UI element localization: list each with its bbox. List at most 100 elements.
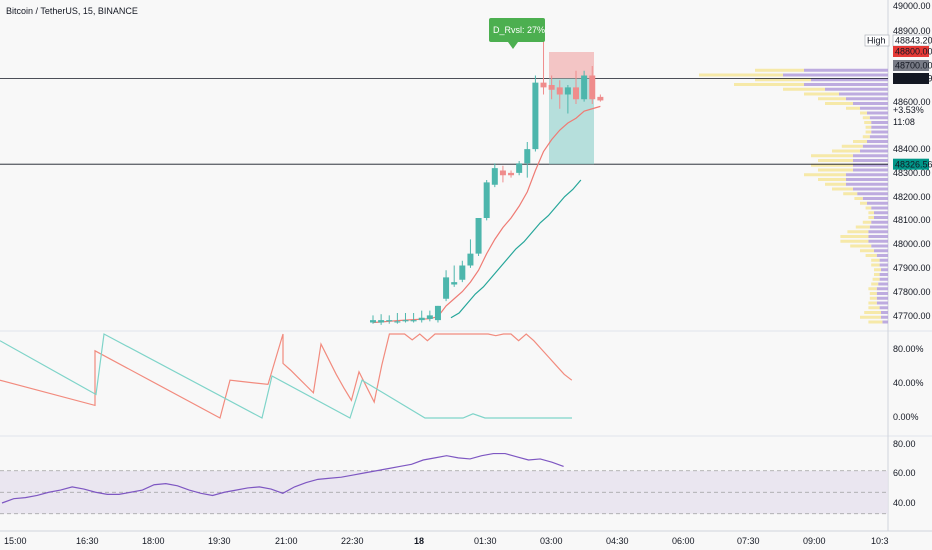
volume-profile-up-bar <box>818 168 853 172</box>
volume-profile-up-bar <box>811 163 853 167</box>
volume-profile-down-bar <box>871 220 888 224</box>
price-tag-box <box>893 60 929 71</box>
volume-profile-down-bar <box>825 87 888 91</box>
time-axis-label: 16:30 <box>76 536 99 546</box>
candle-body <box>483 182 490 218</box>
volume-profile-up-bar <box>864 121 872 124</box>
candle-body <box>573 87 579 100</box>
volume-profile-up-bar <box>871 258 880 262</box>
volume-profile-up-bar <box>840 235 869 238</box>
volume-profile-up-bar <box>871 282 879 286</box>
candle-body <box>532 82 539 150</box>
volume-profile-down-bar <box>867 201 888 205</box>
volume-profile-up-bar <box>755 78 811 82</box>
volume-profile-up-bar <box>783 87 825 91</box>
volume-profile-up-bar <box>699 73 783 77</box>
volume-profile-down-bar <box>839 92 888 96</box>
volume-profile-up-bar <box>868 216 874 219</box>
candle-body <box>451 282 458 285</box>
price-axis-label: 48400.00 <box>893 144 931 154</box>
volume-profile-up-bar <box>811 154 853 158</box>
volume-profile-down-bar <box>869 135 888 139</box>
volume-profile-down-bar <box>853 154 888 158</box>
time-axis-label: 10:3 <box>871 536 889 546</box>
rsi-axis-label: 40.00 <box>893 498 916 508</box>
candle-body <box>418 317 425 321</box>
volume-profile-up-bar <box>865 254 877 257</box>
volume-profile-down-bar <box>881 315 888 319</box>
stoch-axis-label: 40.00% <box>893 378 924 388</box>
rsi-axis-label: 60.00 <box>893 468 916 478</box>
candle-body <box>386 320 393 322</box>
volume-profile-down-bar <box>879 263 888 267</box>
volume-profile-down-bar <box>862 197 888 200</box>
candle-body <box>426 315 433 319</box>
volume-profile-up-bar <box>860 111 867 115</box>
time-axis-label: 01:30 <box>474 536 497 546</box>
volume-profile-down-bar <box>783 73 888 77</box>
volume-profile-down-bar <box>857 192 888 196</box>
candle-body <box>581 75 588 100</box>
volume-profile-up-bar <box>854 197 863 200</box>
time-axis-label: 09:00 <box>803 536 826 546</box>
price-axis-label: 48300.00 <box>893 168 931 178</box>
candle-body <box>459 265 466 280</box>
candle-body <box>394 321 401 323</box>
time-axis-label: 07:30 <box>737 536 760 546</box>
volume-profile-down-bar <box>874 249 888 253</box>
volume-profile-down-bar <box>876 296 888 300</box>
volume-profile-up-bar <box>860 315 881 319</box>
volume-profile-up-bar <box>734 83 804 86</box>
rsi-line <box>1 452 564 504</box>
price-axis-label: 47800.00 <box>893 287 931 297</box>
volume-profile-up-bar <box>850 244 872 248</box>
time-axis-label: 15:00 <box>4 536 27 546</box>
price-tag-text: 48326.56 <box>895 160 932 170</box>
volume-profile-up-bar <box>755 68 804 72</box>
volume-profile-up-bar <box>869 296 877 300</box>
candle-body <box>508 172 515 176</box>
volume-profile-up-bar <box>871 263 880 267</box>
volume-profile-up-bar <box>860 201 867 205</box>
volume-profile-down-bar <box>869 225 888 229</box>
volume-profile-down-bar <box>876 292 888 295</box>
volume-profile-down-bar <box>804 83 888 86</box>
time-axis-label: 21:00 <box>275 536 298 546</box>
candle-body <box>548 85 555 90</box>
volume-profile-down-bar <box>874 216 888 219</box>
signal-label-pointer <box>508 42 518 49</box>
volume-profile-down-bar <box>881 311 888 314</box>
volume-profile-up-bar <box>868 320 883 324</box>
volume-profile-down-bar <box>878 282 888 286</box>
candle-body <box>540 82 547 88</box>
volume-profile-down-bar <box>860 149 888 153</box>
price-tag-text: 48843.20 <box>895 36 932 46</box>
volume-profile-up-bar <box>865 125 872 129</box>
volume-profile-up-bar <box>868 211 874 215</box>
volume-profile-down-bar <box>862 144 888 148</box>
volume-profile-down-bar <box>846 178 888 181</box>
price-tag-text: 48800.00 <box>895 47 932 57</box>
volume-profile-down-bar <box>876 287 888 291</box>
volume-profile-down-bar <box>804 68 888 72</box>
volume-profile-up-bar <box>872 277 880 281</box>
volume-profile-down-bar <box>867 111 888 115</box>
volume-profile-up-bar <box>868 306 880 310</box>
time-axis-label: 18 <box>414 536 424 546</box>
price-tag-text: High <box>867 36 886 46</box>
volume-profile-up-bar <box>818 159 853 162</box>
time-axis-label: 18:00 <box>142 536 165 546</box>
volume-profile-up-bar <box>862 135 870 139</box>
volume-profile-down-bar <box>871 244 888 248</box>
volume-profile-down-bar <box>853 163 888 167</box>
volume-profile-down-bar <box>879 277 888 281</box>
price-tag-box <box>893 73 929 84</box>
time-axis-label: 19:30 <box>208 536 231 546</box>
volume-profile-up-bar <box>841 144 863 148</box>
price-axis-label: 48900.00 <box>893 26 931 36</box>
volume-profile-down-bar <box>868 239 888 243</box>
volume-profile-up-bar <box>804 173 846 177</box>
price-change-percent: +3.53% <box>893 105 924 115</box>
